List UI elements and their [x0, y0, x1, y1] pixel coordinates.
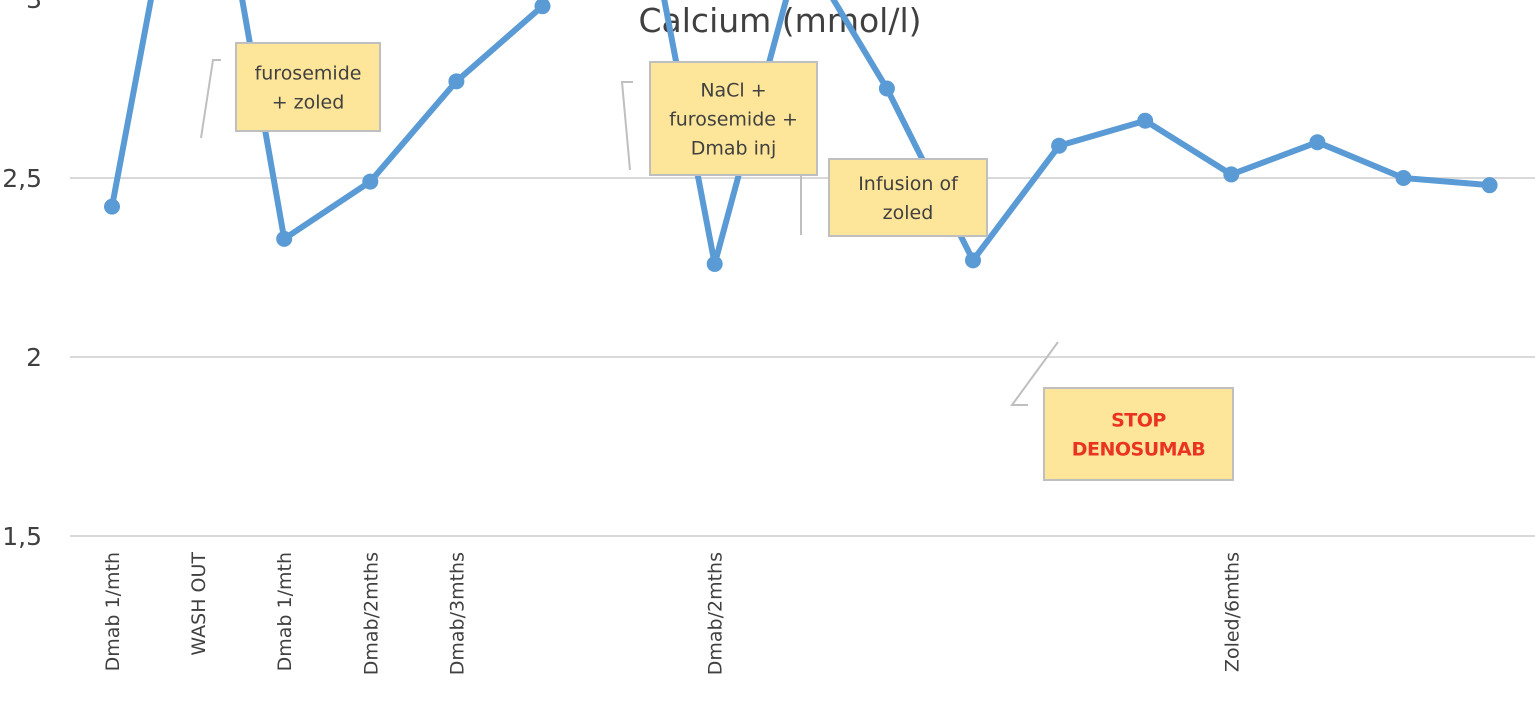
x-tick-label: WASH OUT: [188, 552, 210, 656]
annotation-stop-denosumab: STOP DENOSUMAB: [1043, 387, 1234, 481]
annotation-leader-line: [1010, 341, 1059, 406]
data-point: [534, 0, 551, 15]
x-tick-label: Dmab/2mths: [360, 552, 382, 675]
data-point: [276, 230, 293, 247]
data-point: [1481, 177, 1498, 194]
annotation-text: NaCl +: [700, 80, 766, 102]
data-points: [104, 0, 1498, 272]
annotation-box: [1043, 387, 1234, 481]
annotation-text: + zoled: [272, 92, 345, 114]
y-axis-tick-labels: 1,522,533,54: [2, 0, 42, 551]
y-tick-label: 1,5: [2, 522, 42, 551]
annotation-leaders: [200, 59, 1059, 406]
gridlines: [70, 177, 1535, 537]
x-tick-label: Dmab 1/mth: [274, 552, 296, 671]
series-line: [109, 0, 1493, 267]
annotation-box: [235, 42, 381, 132]
annotation-text: zoled: [883, 202, 934, 224]
data-point: [104, 198, 120, 215]
data-point: [1051, 137, 1068, 154]
x-tick-label: Dmab/3mths: [446, 552, 468, 675]
series-line-calcium: [109, 0, 1493, 267]
annotation-box: [649, 61, 818, 176]
data-point: [448, 73, 465, 90]
data-point: [878, 80, 895, 97]
annotation-leader-line: [200, 59, 221, 139]
y-tick-label: 2,5: [2, 164, 42, 193]
annotation-text: STOP: [1111, 410, 1166, 432]
annotation-callout: NaCl + furosemide + Dmab inj: [649, 61, 818, 176]
annotation-text: furosemide: [255, 63, 362, 85]
annotation-callout: furosemide + zoled: [235, 42, 381, 132]
data-point: [362, 173, 379, 190]
data-point: [1137, 112, 1154, 129]
x-tick-label: Dmab/2mths: [705, 552, 727, 675]
data-point: [706, 255, 723, 272]
annotation-box: [828, 158, 988, 237]
annotation-text: furosemide +: [669, 109, 798, 131]
y-tick-label: 3: [26, 0, 42, 14]
annotation-text: Infusion of: [858, 173, 959, 195]
x-tick-label: Dmab 1/mth: [102, 552, 124, 671]
x-tick-label: Zoled/6mths: [1221, 552, 1243, 672]
data-point: [1223, 166, 1240, 183]
annotation-text: Dmab inj: [691, 138, 776, 160]
annotations: furosemide + zoled NaCl + furosemide + Dmab …: [235, 42, 1234, 481]
data-point: [965, 252, 981, 269]
x-axis-tick-labels: Dmab 1/mth WASH OUT Dmab 1/mth Dmab/2mths Dm…: [102, 552, 1243, 676]
annotation-text: DENOSUMAB: [1072, 439, 1206, 461]
data-point: [1395, 170, 1412, 186]
annotation-callout: Infusion of zoled: [828, 158, 988, 237]
y-tick-label: 2: [26, 343, 42, 372]
annotation-leader-line: [620, 81, 633, 171]
data-point: [1309, 134, 1326, 151]
